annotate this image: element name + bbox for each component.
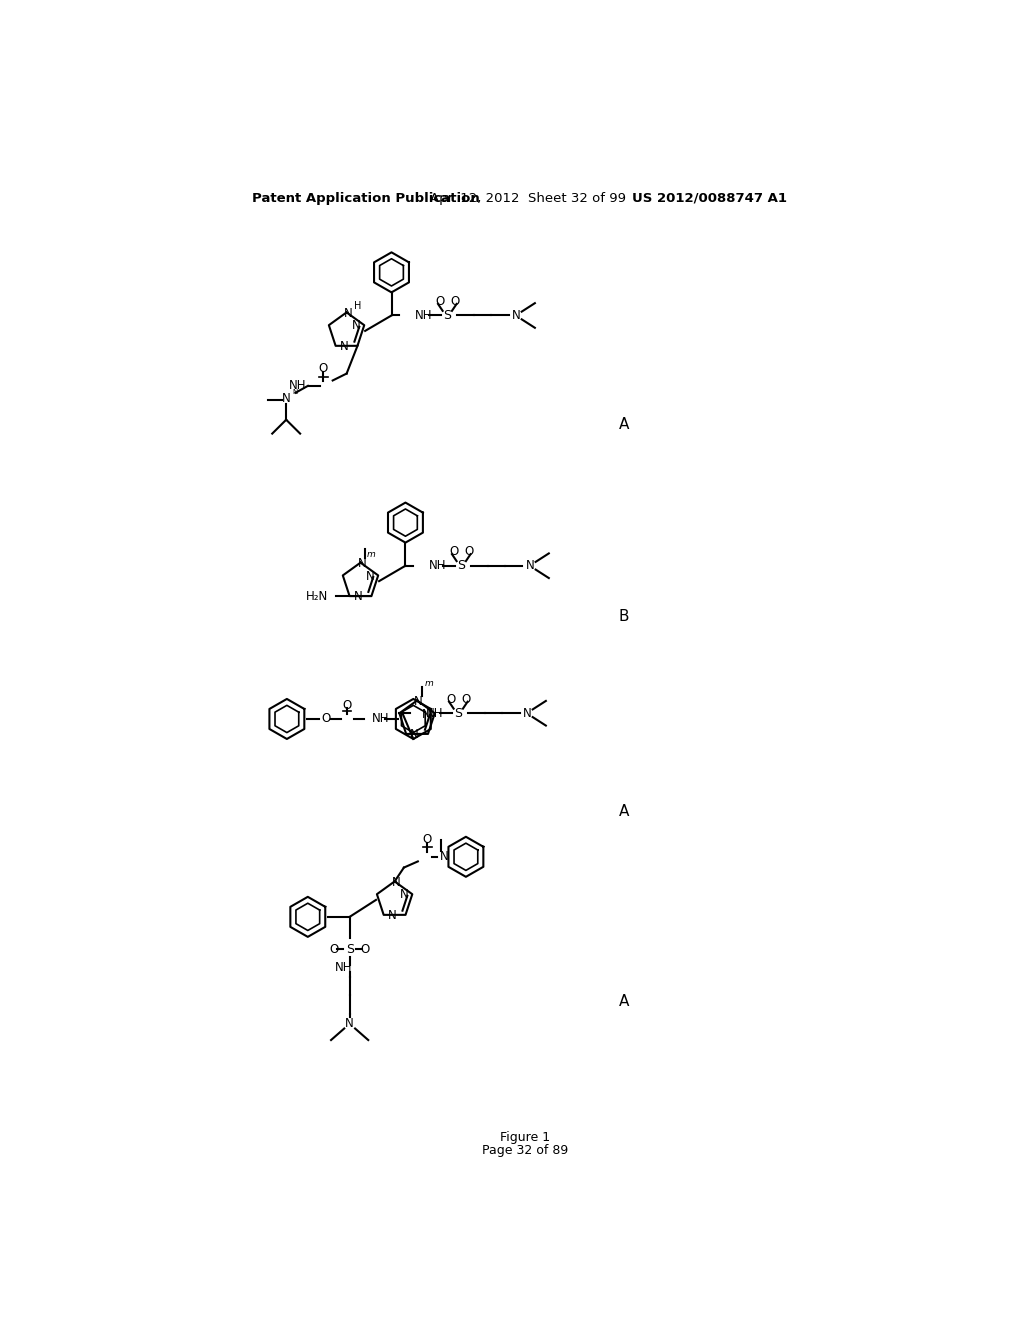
Text: N: N bbox=[351, 319, 360, 333]
Text: N: N bbox=[357, 557, 367, 570]
Text: US 2012/0088747 A1: US 2012/0088747 A1 bbox=[632, 191, 786, 205]
Text: S: S bbox=[346, 942, 353, 956]
Text: N: N bbox=[399, 888, 409, 902]
Text: NH: NH bbox=[429, 560, 446, 573]
Text: NH: NH bbox=[335, 961, 352, 974]
Text: A: A bbox=[618, 417, 629, 432]
Text: NH: NH bbox=[372, 713, 389, 726]
Text: N: N bbox=[392, 875, 400, 888]
Text: Patent Application Publication: Patent Application Publication bbox=[252, 191, 480, 205]
Text: O: O bbox=[321, 713, 331, 726]
Text: Page 32 of 89: Page 32 of 89 bbox=[481, 1143, 568, 1156]
Text: H₂N: H₂N bbox=[306, 590, 328, 603]
Text: A: A bbox=[618, 804, 629, 818]
Text: O: O bbox=[451, 296, 460, 308]
Text: O: O bbox=[330, 942, 339, 956]
Text: N: N bbox=[344, 306, 352, 319]
Text: S: S bbox=[443, 309, 452, 322]
Text: N: N bbox=[523, 706, 531, 719]
Text: Figure 1: Figure 1 bbox=[500, 1131, 550, 1144]
Text: O: O bbox=[462, 693, 471, 706]
Text: O: O bbox=[435, 296, 444, 308]
Text: O: O bbox=[449, 545, 458, 558]
Text: N: N bbox=[366, 570, 375, 582]
Text: S: S bbox=[458, 560, 465, 573]
Text: N: N bbox=[282, 392, 291, 405]
Text: NH: NH bbox=[426, 706, 443, 719]
Text: O: O bbox=[343, 698, 352, 711]
Text: N: N bbox=[512, 309, 520, 322]
Text: Apr. 12, 2012  Sheet 32 of 99: Apr. 12, 2012 Sheet 32 of 99 bbox=[430, 191, 627, 205]
Text: N: N bbox=[293, 389, 298, 395]
Text: O: O bbox=[318, 363, 328, 375]
Text: N: N bbox=[353, 590, 362, 603]
Text: N: N bbox=[340, 341, 348, 354]
Text: N: N bbox=[415, 694, 423, 708]
Text: N: N bbox=[422, 708, 431, 721]
Text: H: H bbox=[353, 301, 361, 312]
Text: O: O bbox=[464, 545, 474, 558]
Text: m: m bbox=[425, 678, 434, 688]
Text: O: O bbox=[445, 693, 455, 706]
Text: N: N bbox=[526, 560, 535, 573]
Text: A: A bbox=[618, 994, 629, 1008]
Text: NH: NH bbox=[289, 379, 306, 392]
Text: m: m bbox=[367, 550, 376, 560]
Text: N: N bbox=[345, 1016, 354, 1030]
Text: NH: NH bbox=[415, 309, 432, 322]
Text: N: N bbox=[387, 909, 396, 923]
Text: O: O bbox=[423, 833, 432, 846]
Text: S: S bbox=[455, 706, 462, 719]
Text: N: N bbox=[410, 729, 419, 742]
Text: O: O bbox=[360, 942, 370, 956]
Text: B: B bbox=[618, 609, 630, 624]
Text: N: N bbox=[439, 850, 449, 863]
